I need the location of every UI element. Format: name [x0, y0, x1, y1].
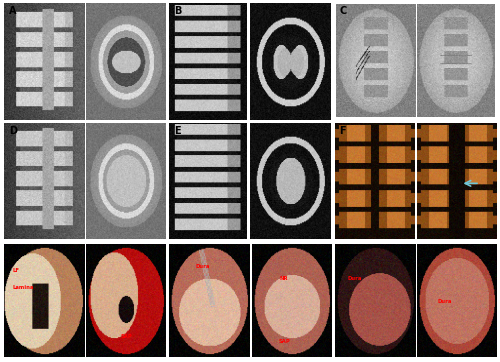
Text: B: B [174, 7, 182, 16]
Text: A: A [9, 7, 16, 16]
Text: D: D [9, 126, 17, 136]
Text: Lamina: Lamina [12, 285, 34, 290]
Text: E: E [174, 126, 181, 136]
Text: SAP: SAP [120, 334, 132, 339]
Text: I: I [340, 246, 343, 256]
Text: LF: LF [12, 268, 19, 273]
Text: SAP: SAP [279, 339, 291, 344]
Text: C: C [340, 7, 347, 16]
Text: H: H [174, 246, 182, 256]
Text: Dura: Dura [195, 264, 210, 269]
Text: Dura: Dura [348, 276, 362, 281]
Text: Dura: Dura [438, 299, 452, 304]
Text: F: F [340, 126, 346, 136]
Text: G: G [9, 246, 17, 256]
Text: NR: NR [279, 276, 287, 281]
